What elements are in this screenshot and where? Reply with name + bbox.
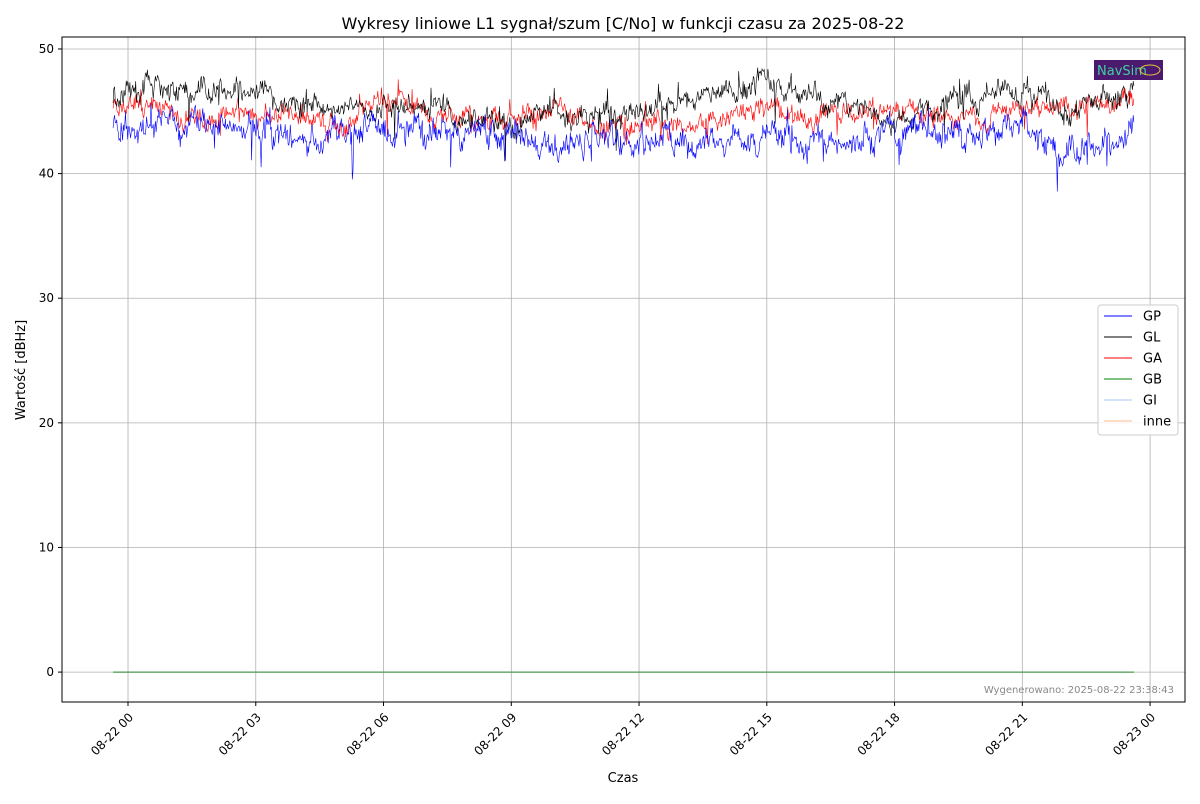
- y-tick-label: 0: [46, 665, 54, 679]
- y-tick-label: 10: [39, 540, 54, 554]
- legend-label-gi: GI: [1143, 394, 1157, 409]
- legend: GP GL GA GB GI inne: [1097, 304, 1179, 436]
- legend-label-gb: GB: [1143, 373, 1162, 388]
- x-tick-label: 08-22 18: [855, 710, 903, 758]
- legend-label-ga: GA: [1143, 352, 1162, 367]
- series-line-gp: [112, 103, 1135, 192]
- x-tick-label: 08-22 21: [982, 710, 1030, 758]
- series-lines: [112, 67, 1135, 673]
- x-tick-label: 08-22 03: [216, 710, 264, 758]
- x-axis: 08-22 00 08-22 03 08-22 06 08-22 09 08-22 12…: [88, 702, 1158, 758]
- y-tick-label: 50: [39, 42, 54, 56]
- x-tick-label: 08-22 09: [471, 710, 519, 758]
- y-tick-label: 40: [39, 167, 54, 181]
- x-tick-label: 08-22 06: [344, 710, 392, 758]
- x-tick-label: 08-22 12: [599, 710, 647, 758]
- x-axis-label: Czas: [608, 771, 639, 786]
- x-tick-label: 08-22 15: [727, 710, 775, 758]
- navsim-logo: NavSim: [1094, 60, 1163, 80]
- chart-title: Wykresy liniowe L1 sygnał/szum [C/No] w …: [342, 14, 905, 33]
- generated-annotation: Wygenerowano: 2025-08-22 23:38:43: [984, 685, 1174, 696]
- x-tick-label: 08-22 00: [88, 710, 136, 758]
- series-line-gl: [112, 67, 1135, 161]
- legend-label-inne: inne: [1143, 415, 1171, 430]
- y-tick-label: 30: [39, 291, 54, 305]
- y-axis-label: Wartość [dBHz]: [14, 320, 29, 420]
- grid: [62, 37, 1185, 702]
- legend-box: [1097, 304, 1179, 436]
- svg-text:NavSim: NavSim: [1097, 64, 1147, 79]
- legend-label-gl: GL: [1143, 331, 1161, 346]
- x-tick-label: 08-23 00: [1110, 710, 1158, 758]
- y-axis: 0 10 20 30 40 50: [39, 42, 62, 679]
- plot-frame: [61, 36, 1186, 703]
- y-tick-label: 20: [39, 416, 54, 430]
- legend-label-gp: GP: [1143, 310, 1161, 325]
